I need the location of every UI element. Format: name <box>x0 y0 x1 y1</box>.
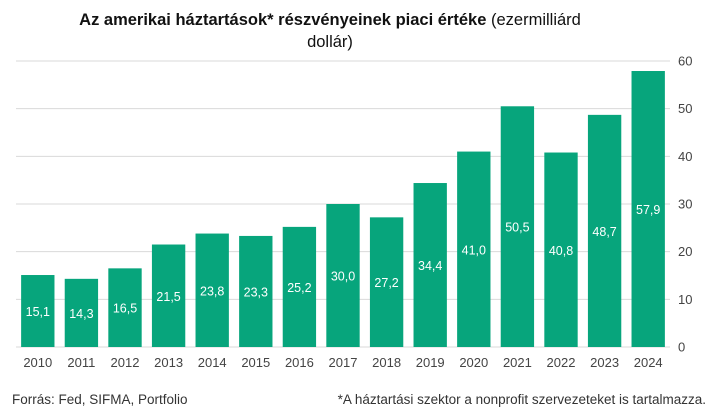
bar <box>369 217 404 347</box>
x-tick-label: 2024 <box>634 355 663 370</box>
y-tick-label: 60 <box>678 54 692 69</box>
bar-value-label: 25,2 <box>287 281 311 295</box>
bar <box>500 106 535 348</box>
x-tick-label: 2020 <box>459 355 488 370</box>
bar <box>631 71 665 347</box>
bar <box>457 151 491 347</box>
chart-title: Az amerikai háztartások* részvényeinek p… <box>60 9 600 53</box>
y-tick-label: 10 <box>678 292 692 307</box>
bar-value-label: 23,3 <box>244 285 268 299</box>
bar-value-label: 23,8 <box>200 284 224 298</box>
bar-value-label: 48,7 <box>592 225 616 239</box>
bar <box>239 235 273 347</box>
source-note: Forrás: Fed, SIFMA, Portfolio <box>12 392 188 407</box>
bar <box>151 244 186 347</box>
bar-value-label: 16,5 <box>113 302 137 316</box>
bar-value-label: 27,2 <box>374 276 398 290</box>
bar <box>326 204 360 347</box>
bar <box>64 278 99 347</box>
chart-title-bold: Az amerikai háztartások* részvényeinek p… <box>79 11 487 29</box>
bar-value-label: 21,5 <box>156 290 180 304</box>
bar-value-label: 40,8 <box>549 244 573 258</box>
x-tick-label: 2015 <box>241 355 270 370</box>
x-tick-label: 2014 <box>198 355 227 370</box>
y-tick-label: 30 <box>678 197 692 212</box>
bar-value-label: 14,3 <box>69 307 93 321</box>
bar <box>413 183 447 347</box>
bar <box>21 275 55 347</box>
x-tick-label: 2013 <box>154 355 183 370</box>
bar-value-label: 41,0 <box>462 243 486 257</box>
y-tick-label: 0 <box>678 340 685 355</box>
bar <box>282 226 317 347</box>
x-tick-label: 2012 <box>111 355 140 370</box>
bar-value-label: 30,0 <box>331 270 355 284</box>
y-tick-label: 50 <box>678 101 692 116</box>
bar <box>195 233 229 347</box>
x-tick-label: 2018 <box>372 355 401 370</box>
bar-value-label: 57,9 <box>636 203 660 217</box>
bar <box>544 152 578 347</box>
y-tick-label: 40 <box>678 149 692 164</box>
bar-value-label: 15,1 <box>26 305 50 319</box>
bar-value-label: 50,5 <box>505 221 529 235</box>
x-tick-label: 2021 <box>503 355 532 370</box>
bar <box>587 114 622 347</box>
x-tick-label: 2019 <box>416 355 445 370</box>
x-tick-label: 2016 <box>285 355 314 370</box>
x-tick-label: 2023 <box>590 355 619 370</box>
x-tick-label: 2017 <box>329 355 358 370</box>
y-tick-label: 20 <box>678 244 692 259</box>
bar <box>108 268 142 347</box>
x-tick-label: 2022 <box>547 355 576 370</box>
x-tick-label: 2010 <box>23 355 52 370</box>
chart-title-unit: (ezermilliárd dollár) <box>307 11 581 51</box>
x-tick-label: 2011 <box>67 355 95 370</box>
footnote: *A háztartási szektor a nonprofit szerve… <box>337 392 706 407</box>
bar-value-label: 34,4 <box>418 259 442 273</box>
